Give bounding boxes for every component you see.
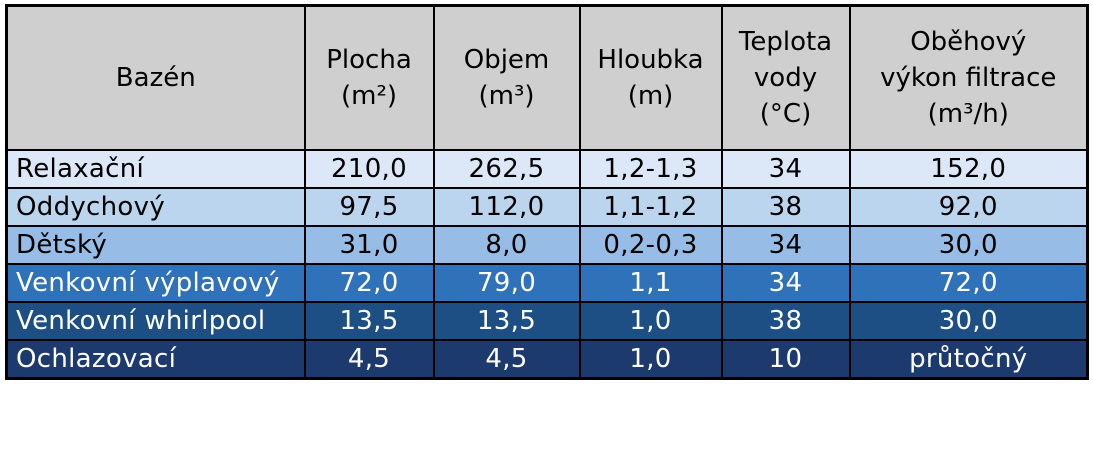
cell-volume: 79,0 (432, 263, 581, 303)
cell-area: 97,5 (303, 187, 435, 227)
cell-filtration-flow: 30,0 (848, 225, 1089, 265)
cell-water-temperature: 34 (720, 225, 851, 265)
header-line: (m³) (478, 81, 535, 111)
cell-area: 31,0 (303, 225, 435, 265)
header-row: Bazén Plocha (m²) Objem (m³) Hloubka (m) Te… (5, 4, 1089, 151)
table-body: Relaxační 210,0 262,5 1,2-1,3 34 152,0 Oddycho… (5, 149, 1089, 380)
cell-pool-name: Relaxační (5, 149, 306, 189)
header-line: (m) (627, 81, 674, 111)
pool-parameters-table: Bazén Plocha (m²) Objem (m³) Hloubka (m) Te… (5, 4, 1089, 380)
cell-filtration-flow: 30,0 (848, 301, 1089, 341)
header-cell-filtration-flow: Oběhový výkon filtrace (m³/h) (848, 4, 1089, 151)
cell-pool-name: Oddychový (5, 187, 306, 227)
cell-pool-name: Dětský (5, 225, 306, 265)
header-line: Hloubka (597, 45, 704, 75)
header-line: výkon filtrace (880, 63, 1057, 93)
header-line: (°C) (759, 99, 812, 129)
cell-water-temperature: 34 (720, 263, 851, 303)
header-cell-depth: Hloubka (m) (578, 4, 723, 151)
cell-volume: 13,5 (432, 301, 581, 341)
header-line: Oběhový (910, 27, 1027, 57)
header-line: vody (753, 63, 818, 93)
header-line: Bazén (115, 63, 196, 93)
table-row-ochlazovaci: Ochlazovací 4,5 4,5 1,0 10 průtočný (5, 339, 1089, 380)
cell-depth: 1,1 (578, 263, 723, 303)
table-row-oddychovy: Oddychový 97,5 112,0 1,1-1,2 38 92,0 (5, 187, 1089, 227)
header-line: (m³/h) (927, 99, 1009, 129)
cell-depth: 1,2-1,3 (578, 149, 723, 189)
cell-water-temperature: 34 (720, 149, 851, 189)
cell-volume: 112,0 (432, 187, 581, 227)
cell-water-temperature: 38 (720, 187, 851, 227)
cell-water-temperature: 10 (720, 339, 851, 380)
cell-pool-name: Ochlazovací (5, 339, 306, 380)
header-line: (m²) (340, 81, 398, 111)
header-cell-volume: Objem (m³) (432, 4, 581, 151)
cell-depth: 0,2-0,3 (578, 225, 723, 265)
table-row-relaxacni: Relaxační 210,0 262,5 1,2-1,3 34 152,0 (5, 149, 1089, 189)
cell-filtration-flow: 72,0 (848, 263, 1089, 303)
cell-depth: 1,0 (578, 339, 723, 380)
header-line: Plocha (326, 45, 412, 75)
cell-filtration-flow: průtočný (848, 339, 1089, 380)
header-cell-water-temperature: Teplota vody (°C) (720, 4, 851, 151)
cell-filtration-flow: 152,0 (848, 149, 1089, 189)
header-line: Teplota (738, 27, 833, 57)
cell-depth: 1,1-1,2 (578, 187, 723, 227)
cell-pool-name: Venkovní whirlpool (5, 301, 306, 341)
table-row-detsky: Dětský 31,0 8,0 0,2-0,3 34 30,0 (5, 225, 1089, 265)
cell-pool-name: Venkovní výplavový (5, 263, 306, 303)
cell-water-temperature: 38 (720, 301, 851, 341)
pool-table-container: Bazén Plocha (m²) Objem (m³) Hloubka (m) Te… (5, 4, 1089, 380)
cell-area: 4,5 (303, 339, 435, 380)
cell-filtration-flow: 92,0 (848, 187, 1089, 227)
cell-volume: 4,5 (432, 339, 581, 380)
cell-depth: 1,0 (578, 301, 723, 341)
table-row-venkovni-whirlpool: Venkovní whirlpool 13,5 13,5 1,0 38 30,0 (5, 301, 1089, 341)
cell-area: 72,0 (303, 263, 435, 303)
cell-area: 13,5 (303, 301, 435, 341)
cell-volume: 8,0 (432, 225, 581, 265)
header-line: Objem (463, 45, 550, 75)
header-cell-area: Plocha (m²) (303, 4, 435, 151)
cell-area: 210,0 (303, 149, 435, 189)
cell-volume: 262,5 (432, 149, 581, 189)
table-row-venkovni-vyplavovy: Venkovní výplavový 72,0 79,0 1,1 34 72,0 (5, 263, 1089, 303)
header-cell-pool: Bazén (5, 4, 306, 151)
